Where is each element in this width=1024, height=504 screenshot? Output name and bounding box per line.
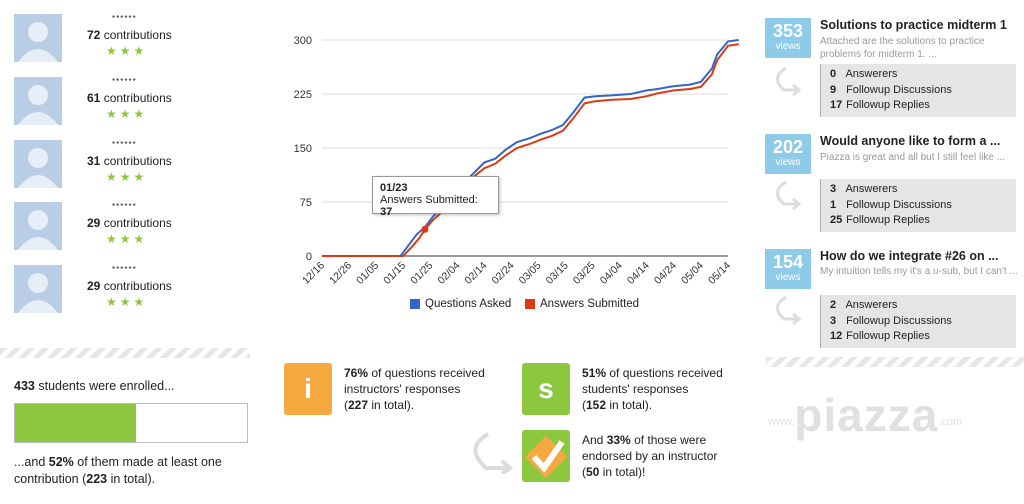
instructor-response-stat: 76% of questions received instructors' r… (344, 366, 485, 412)
y-tick-label: 225 (294, 89, 312, 101)
x-tick-label: 05/04 (679, 260, 706, 287)
divider (0, 348, 250, 358)
piazza-logo: www.piazza.com (768, 389, 963, 441)
question-title[interactable]: How do we integrate #26 on ... (820, 249, 999, 263)
x-tick-label: 02/24 (490, 260, 517, 287)
x-tick-label: 01/25 (408, 260, 435, 287)
participation-bar (14, 403, 248, 443)
legend-swatch (525, 299, 535, 309)
instructor-info-icon: i (284, 363, 332, 415)
series-line-answers (322, 43, 739, 257)
contributor-name: ****** (112, 77, 137, 86)
avatar (14, 140, 62, 188)
question-snippet: My intuition tells my it's a u-sub, but … (820, 266, 1018, 277)
question-stats: 3 Answerers 1 Followup Discussions 25 Fo… (820, 179, 1016, 232)
participation-bar-fill (15, 404, 136, 442)
arrow-curve-icon (776, 295, 802, 326)
x-tick-label: 02/04 (435, 260, 462, 287)
question-stats: 0 Answerers 9 Followup Discussions 17 Fo… (820, 64, 1016, 117)
x-tick-label: 01/05 (354, 260, 381, 287)
contribution-count: 61 contributions (87, 91, 172, 105)
question-snippet: Attached are the solutions to practice p… (820, 36, 985, 60)
avatar (14, 265, 62, 313)
y-tick-label: 150 (294, 143, 312, 155)
participation-summary: ...and 52% of them made at least one con… (14, 455, 222, 486)
star-rating-icon: ★★★ (106, 295, 148, 309)
view-count-badge: 154 views (765, 249, 811, 289)
student-response-stat: 51% of questions received students' resp… (582, 366, 723, 412)
divider (766, 357, 1024, 367)
legend-swatch (410, 299, 420, 309)
star-rating-icon: ★★★ (106, 44, 148, 58)
x-tick-label: 03/05 (517, 260, 544, 287)
x-tick-label: 01/15 (381, 260, 408, 287)
contributor-item[interactable]: ****** 61 contributions ★★★ (14, 77, 254, 129)
x-tick-label: 03/15 (544, 260, 571, 287)
question-snippet: Piazza is great and all but I still feel… (820, 152, 1006, 163)
question-title[interactable]: Solutions to practice midterm 1 (820, 18, 1007, 32)
star-rating-icon: ★★★ (106, 170, 148, 184)
star-rating-icon: ★★★ (106, 232, 148, 246)
x-tick-label: 12/16 (300, 260, 327, 287)
avatar (14, 14, 62, 62)
arrow-curve-icon (776, 66, 802, 97)
y-tick-label: 300 (294, 35, 312, 47)
avatar (14, 202, 62, 250)
x-tick-label: 04/14 (625, 260, 652, 287)
contributor-name: ****** (112, 202, 137, 211)
x-tick-label: 04/04 (598, 260, 625, 287)
x-tick-label: 05/14 (706, 260, 733, 287)
contribution-count: 31 contributions (87, 154, 172, 168)
view-count-badge: 353 views (765, 18, 811, 58)
y-tick-label: 0 (306, 251, 312, 263)
contributor-name: ****** (112, 140, 137, 149)
x-tick-label: 02/14 (462, 260, 489, 287)
avatar (14, 77, 62, 125)
question-title[interactable]: Would anyone like to form a ... (820, 134, 1001, 148)
data-point-highlight (421, 225, 429, 233)
x-tick-label: 04/24 (652, 260, 679, 287)
contribution-count: 72 contributions (87, 28, 172, 42)
y-tick-label: 75 (300, 197, 312, 209)
legend-item-questions[interactable]: Questions Asked (410, 298, 511, 310)
arrow-curve-icon (776, 180, 802, 211)
chart-tooltip: 01/23 Answers Submitted: 37 (372, 176, 499, 218)
question-stats: 2 Answerers 3 Followup Discussions 12 Fo… (820, 295, 1016, 348)
star-rating-icon: ★★★ (106, 107, 148, 121)
endorsed-stat: And 33% of those were endorsed by an ins… (582, 433, 718, 479)
student-response-icon: s (522, 363, 570, 415)
legend-item-answers[interactable]: Answers Submitted (525, 298, 639, 310)
contributor-name: ****** (112, 14, 137, 23)
endorsed-check-icon (522, 430, 570, 482)
contribution-count: 29 contributions (87, 216, 172, 230)
x-tick-label: 12/26 (327, 260, 354, 287)
view-count-badge: 202 views (765, 134, 811, 174)
x-tick-label: 03/25 (571, 260, 598, 287)
contributor-item[interactable]: ****** 29 contributions ★★★ (14, 265, 254, 317)
contribution-count: 29 contributions (87, 279, 172, 293)
contributor-item[interactable]: ****** 72 contributions ★★★ (14, 14, 254, 66)
series-line-questions (322, 39, 739, 257)
arrow-curve-icon (473, 432, 514, 474)
contributor-item[interactable]: ****** 31 contributions ★★★ (14, 140, 254, 192)
enrollment-summary: 433 students were enrolled... (14, 379, 175, 393)
contributor-name: ****** (112, 265, 137, 274)
contributor-item[interactable]: ****** 29 contributions ★★★ (14, 202, 254, 254)
